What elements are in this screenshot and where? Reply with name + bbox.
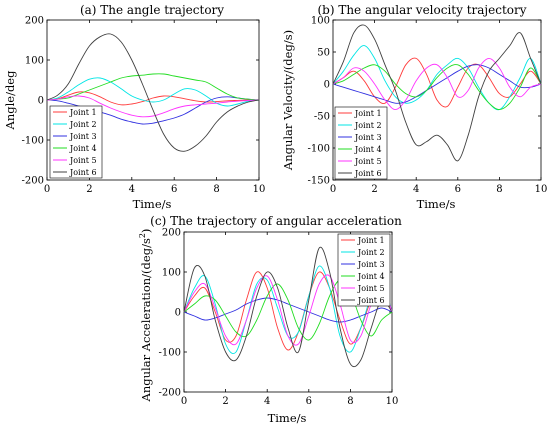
legend-entry: Joint 2 <box>357 248 385 257</box>
x-tick-label: 2 <box>371 184 377 195</box>
legend-entry: Joint 1 <box>69 108 97 117</box>
legend-entry: Joint 6 <box>357 296 385 305</box>
legend-entry: Joint 1 <box>354 109 382 118</box>
y-tick-label: -100 <box>22 136 44 147</box>
legend-entry: Joint 4 <box>354 145 382 154</box>
legend-entry: Joint 6 <box>69 168 97 177</box>
y-tick-label: 50 <box>317 48 330 59</box>
x-tick-label: 4 <box>129 184 135 195</box>
y-tick-label: 200 <box>25 16 44 27</box>
y-tick-label: 0 <box>175 308 181 319</box>
series-line-joint-6 <box>46 33 260 152</box>
x-axis-label: Time/s <box>268 411 307 425</box>
legend-entry: Joint 5 <box>357 284 385 293</box>
y-tick-label: -150 <box>308 176 330 187</box>
x-tick-label: 6 <box>171 184 177 195</box>
y-axis-label: Angular Velocity/(deg/s) <box>281 30 295 171</box>
y-axis-label-sup: 2 <box>138 233 147 238</box>
x-tick-label: 0 <box>181 396 187 407</box>
legend-entry: Joint 2 <box>69 120 97 129</box>
series-line-joint-1 <box>332 57 542 108</box>
legend-box <box>49 105 103 179</box>
y-tick-label: -50 <box>314 112 330 123</box>
chart-angular-acceleration-trajectory: (c) The trajectory of angular accelerati… <box>138 214 402 425</box>
chart-title: (c) The trajectory of angular accelerati… <box>150 214 402 228</box>
legend-entry: Joint 5 <box>354 157 382 166</box>
x-axis-label: Time/s <box>133 197 172 211</box>
legend-entry: Joint 3 <box>354 133 382 142</box>
legend-entry: Joint 2 <box>354 121 382 130</box>
series-line-joint-1 <box>46 91 260 106</box>
y-tick-label: -100 <box>308 144 330 155</box>
x-axis-label: Time/s <box>417 197 456 211</box>
y-axis-label-end: ) <box>139 229 153 234</box>
legend: Joint 1 Joint 2 Joint 3 Joint 4 Joint 5 Joint… <box>337 233 391 307</box>
legend-entry: Joint 3 <box>357 260 385 269</box>
y-tick-label: 0 <box>324 80 330 91</box>
legend-box <box>337 233 391 307</box>
legend-entry: Joint 4 <box>69 144 97 153</box>
x-tick-label: 2 <box>86 184 92 195</box>
legend: Joint 1 Joint 2 Joint 3 Joint 4 Joint 5 Joint… <box>49 105 103 179</box>
x-tick-label: 2 <box>222 396 228 407</box>
chart-angle-trajectory: (a) The angle trajectory Time/s Angle/de… <box>3 3 265 211</box>
x-tick-label: 0 <box>44 184 50 195</box>
x-tick-label: 6 <box>455 184 461 195</box>
series-line-joint-5 <box>332 57 542 111</box>
x-tick-label: 4 <box>264 396 270 407</box>
y-axis-label: Angular Acceleration/(deg/s2) <box>138 229 153 403</box>
legend: Joint 1 Joint 2 Joint 3 Joint 4 Joint 5 Joint… <box>334 106 388 180</box>
y-tick-label: -200 <box>22 176 44 187</box>
series-line-joint-2 <box>332 45 542 111</box>
series-line-joint-1 <box>183 271 393 351</box>
x-tick-label: 8 <box>213 184 219 195</box>
y-axis-label: Angle/deg <box>3 70 17 131</box>
chart-angular-velocity-trajectory: (b) The angular velocity trajectory Time… <box>281 3 547 211</box>
y-tick-label: 0 <box>38 96 44 107</box>
y-tick-label: 100 <box>162 268 181 279</box>
x-tick-label: 8 <box>347 396 353 407</box>
x-tick-label: 10 <box>253 184 266 195</box>
series-line-joint-6 <box>183 246 393 368</box>
y-tick-label: 100 <box>311 16 330 27</box>
x-tick-label: 6 <box>306 396 312 407</box>
legend-entry: Joint 5 <box>69 156 97 165</box>
series-line-joint-6 <box>332 24 542 162</box>
series-line-joint-4 <box>183 279 393 341</box>
chart-title: (a) The angle trajectory <box>80 3 224 17</box>
chart-title: (b) The angular velocity trajectory <box>317 3 526 17</box>
y-tick-label: -200 <box>159 388 181 399</box>
legend-entry: Joint 4 <box>357 272 385 281</box>
series-line-joint-4 <box>332 64 542 111</box>
series-line-joint-2 <box>46 77 260 107</box>
y-tick-label: 100 <box>25 56 44 67</box>
x-tick-label: 8 <box>496 184 502 195</box>
x-tick-label: 4 <box>413 184 419 195</box>
series-line-joint-5 <box>183 274 393 346</box>
legend-box <box>334 106 388 180</box>
y-axis-label-main: Angular Acceleration/(deg/s <box>139 238 153 402</box>
series-line-joint-3 <box>332 64 542 104</box>
x-tick-label: 10 <box>535 184 548 195</box>
x-tick-label: 0 <box>330 184 336 195</box>
legend-entry: Joint 6 <box>354 169 382 178</box>
legend-entry: Joint 1 <box>357 236 385 245</box>
legend-entry: Joint 3 <box>69 132 97 141</box>
y-tick-label: -100 <box>159 348 181 359</box>
series-line-joint-5 <box>46 95 260 118</box>
y-tick-label: 200 <box>162 228 181 239</box>
x-tick-label: 10 <box>386 396 399 407</box>
series-line-joint-4 <box>46 73 260 101</box>
